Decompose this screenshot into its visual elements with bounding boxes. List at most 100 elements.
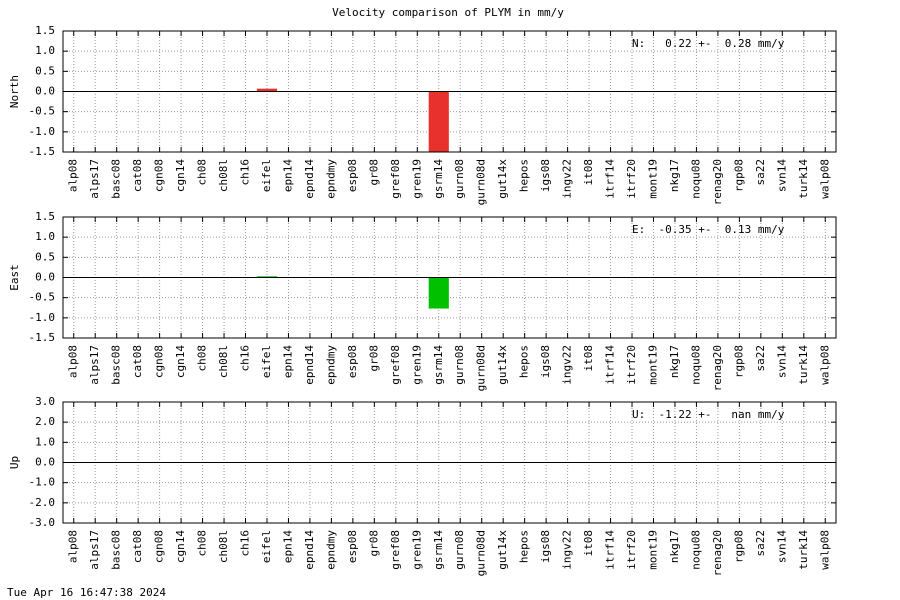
x-tick-label: epndmy: [324, 530, 337, 570]
x-tick-label: hepos: [518, 345, 531, 378]
x-tick-label: nkg17: [668, 159, 681, 192]
x-tick-label: gut14x: [496, 530, 509, 570]
x-tick-label: cgn14: [174, 159, 187, 192]
x-tick-label: hepos: [518, 159, 531, 192]
x-tick-label: epnd14: [303, 345, 316, 385]
x-tick-label: gren19: [410, 159, 423, 199]
x-tick-label: esp08: [346, 345, 359, 378]
x-tick-label: epn14: [281, 345, 294, 378]
x-tick-label: itrf14: [604, 345, 617, 385]
y-tick-label: -3.0: [29, 516, 56, 529]
y-tick-label: 1.0: [35, 44, 55, 57]
y-tick-label: 0.0: [35, 271, 55, 284]
y-axis-label: North: [8, 75, 21, 108]
x-tick-label: cat08: [131, 530, 144, 563]
x-tick-label: gurn08d: [475, 530, 488, 576]
x-tick-label: sa22: [754, 345, 767, 372]
y-tick-label: -0.5: [29, 105, 56, 118]
x-tick-label: gut14x: [496, 345, 509, 385]
x-tick-label: noqu08: [689, 530, 702, 570]
x-tick-label: gren19: [410, 345, 423, 385]
x-tick-label: ch08l: [217, 345, 230, 378]
plot-frame: [62, 216, 837, 339]
x-tick-label: itrf14: [604, 159, 617, 199]
x-tick-label: ingv22: [561, 530, 574, 570]
y-tick-label: 1.0: [35, 230, 55, 243]
x-tick-label: cgn14: [174, 345, 187, 378]
y-tick-label: -1.0: [29, 311, 56, 324]
x-tick-label: basc08: [110, 159, 123, 199]
x-tick-label: gref08: [389, 345, 402, 385]
x-tick-label: ch08: [196, 530, 209, 557]
y-tick-label: -1.5: [29, 331, 56, 344]
y-tick-label: -1.5: [29, 145, 56, 158]
x-tick-label: ch08: [196, 345, 209, 372]
panel: -3.0 -2.0 -1.0 0.0 1.0 2.0 3.0 alp08 alps17 basc0…: [8, 395, 837, 576]
bar: [256, 276, 278, 278]
x-tick-label: epn14: [281, 159, 294, 192]
x-tick-label: gren19: [410, 530, 423, 570]
x-tick-label: renag20: [711, 345, 724, 391]
timestamp: Tue Apr 16 16:47:38 2024: [7, 586, 166, 599]
x-tick-label: it08: [582, 345, 595, 372]
y-tick-label: -0.5: [29, 291, 56, 304]
x-tick-label: alps17: [88, 159, 101, 199]
x-tick-label: epndmy: [324, 159, 337, 199]
x-tick-label: epnd14: [303, 530, 316, 570]
x-tick-label: gref08: [389, 530, 402, 570]
x-tick-label: igs08: [539, 345, 552, 378]
x-tick-label: gurn08: [453, 530, 466, 570]
x-tick-label: rgp08: [732, 530, 745, 563]
x-tick-label: cgn08: [153, 159, 166, 192]
x-tick-label: ch08l: [217, 159, 230, 192]
x-tick-label: itrf14: [604, 530, 617, 570]
x-tick-label: cgn08: [153, 345, 166, 378]
x-tick-label: alp08: [67, 159, 80, 192]
x-tick-label: walp08: [818, 345, 831, 385]
bar: [256, 88, 278, 92]
x-tick-label: itrf20: [625, 345, 638, 385]
x-tick-label: gsrm14: [432, 345, 445, 385]
x-tick-label: eifel: [260, 345, 273, 378]
annotation: E: -0.35 +- 0.13 mm/y: [632, 223, 785, 236]
y-tick-label: -1.0: [29, 476, 56, 489]
x-tick-label: basc08: [110, 530, 123, 570]
x-tick-label: walp08: [818, 530, 831, 570]
y-tick-label: 1.5: [35, 24, 55, 37]
x-tick-label: alps17: [88, 530, 101, 570]
x-tick-label: gsrm14: [432, 530, 445, 570]
plot-frame: [62, 401, 837, 524]
y-tick-label: 2.0: [35, 415, 55, 428]
x-tick-label: gurn08d: [475, 159, 488, 205]
x-tick-label: itrf20: [625, 159, 638, 199]
x-tick-label: gr08: [367, 345, 380, 372]
x-tick-label: nkg17: [668, 530, 681, 563]
x-tick-label: cgn08: [153, 530, 166, 563]
x-tick-label: mont19: [646, 530, 659, 570]
x-tick-label: gr08: [367, 159, 380, 186]
x-tick-label: cat08: [131, 159, 144, 192]
x-tick-label: gut14x: [496, 159, 509, 199]
y-tick-label: 0.0: [35, 456, 55, 469]
x-tick-label: itrf20: [625, 530, 638, 570]
x-tick-label: turk14: [797, 530, 810, 570]
x-tick-label: eifel: [260, 530, 273, 563]
x-tick-label: gref08: [389, 159, 402, 199]
y-tick-label: 0.5: [35, 250, 55, 263]
x-tick-label: cgn14: [174, 530, 187, 563]
x-tick-label: alp08: [67, 530, 80, 563]
x-tick-label: ch08l: [217, 530, 230, 563]
panel: -1.5 -1.0 -0.5 0.0 0.5 1.0 1.5 alp08 alps17 basc0…: [8, 24, 837, 205]
x-tick-label: mont19: [646, 345, 659, 385]
panel: -1.5 -1.0 -0.5 0.0 0.5 1.0 1.5 alp08 alps17 basc0…: [8, 210, 837, 391]
x-tick-label: basc08: [110, 345, 123, 385]
x-tick-label: sa22: [754, 159, 767, 186]
x-tick-label: epnd14: [303, 159, 316, 199]
y-axis-label: Up: [8, 456, 21, 469]
y-tick-label: 1.0: [35, 435, 55, 448]
x-tick-label: ch16: [239, 345, 252, 372]
x-tick-label: rgp08: [732, 345, 745, 378]
x-tick-label: ch16: [239, 159, 252, 186]
y-tick-label: 1.5: [35, 210, 55, 223]
